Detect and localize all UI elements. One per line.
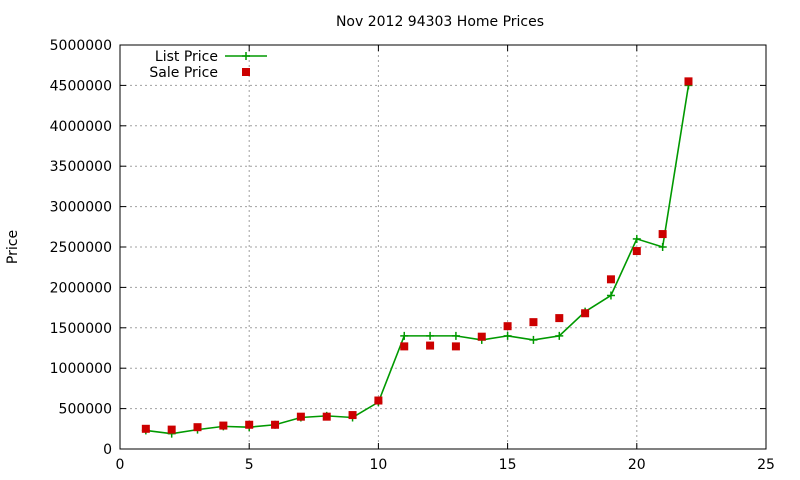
legend-cross-swatch xyxy=(242,52,250,60)
data-point-square xyxy=(271,420,280,429)
y-tick-label: 1000000 xyxy=(50,361,112,377)
x-tick-label: 5 xyxy=(245,457,254,473)
y-tick-label: 2000000 xyxy=(50,280,112,296)
legend-label: List Price xyxy=(155,49,218,65)
x-tick-label: 0 xyxy=(116,457,125,473)
data-point-square xyxy=(193,423,202,432)
series-sale-price xyxy=(141,77,693,434)
y-tick-label: 5000000 xyxy=(50,38,112,54)
data-point-cross xyxy=(503,331,512,340)
data-point-square xyxy=(374,396,383,405)
x-tick-label: 25 xyxy=(757,457,775,473)
data-point-square xyxy=(581,309,590,318)
y-tick-label: 4500000 xyxy=(50,78,112,94)
legend-square-swatch xyxy=(242,68,250,76)
data-point-square xyxy=(400,342,409,351)
data-point-square xyxy=(658,230,667,239)
y-tick-label: 500000 xyxy=(59,402,112,418)
data-point-cross xyxy=(426,331,435,340)
x-tick-label: 20 xyxy=(628,457,646,473)
data-point-square xyxy=(245,420,254,429)
data-point-square xyxy=(555,314,564,323)
series-list-price xyxy=(141,81,693,438)
data-point-square xyxy=(141,424,150,433)
x-tick-label: 10 xyxy=(369,457,387,473)
data-point-square xyxy=(167,425,176,434)
y-tick-label: 3000000 xyxy=(50,200,112,216)
chart-title: Nov 2012 94303 Home Prices xyxy=(336,14,544,30)
y-tick-label: 1500000 xyxy=(50,321,112,337)
series-line xyxy=(145,85,690,435)
legend-label: Sale Price xyxy=(149,65,218,81)
y-tick-label: 4000000 xyxy=(50,119,112,135)
data-point-square xyxy=(529,318,538,327)
data-point-square xyxy=(632,247,641,256)
data-point-square xyxy=(348,411,357,420)
data-point-cross xyxy=(451,331,460,340)
axis-ticks: 0 500000 1000000 1500000 2000000 2500000 30000… xyxy=(50,38,775,473)
data-point-cross xyxy=(632,234,641,243)
data-point-cross xyxy=(658,243,667,251)
data-point-cross xyxy=(400,331,409,340)
grid xyxy=(120,45,766,449)
data-point-cross xyxy=(555,331,564,340)
data-point-square xyxy=(426,341,435,350)
data-point-cross xyxy=(529,335,538,344)
data-point-square xyxy=(606,275,615,284)
data-point-square xyxy=(322,412,331,421)
data-point-square xyxy=(503,322,512,331)
data-point-square xyxy=(451,342,460,351)
y-tick-label: 2500000 xyxy=(50,240,112,256)
data-point-square xyxy=(296,412,305,421)
series-layer xyxy=(141,77,693,438)
y-axis-label: Price xyxy=(5,230,21,264)
y-tick-label: 0 xyxy=(103,442,112,458)
data-point-cross xyxy=(606,291,615,300)
data-point-square xyxy=(684,77,693,86)
data-point-square xyxy=(477,332,486,341)
x-tick-label: 15 xyxy=(499,457,517,473)
y-tick-label: 3500000 xyxy=(50,159,112,175)
data-point-square xyxy=(219,421,228,430)
